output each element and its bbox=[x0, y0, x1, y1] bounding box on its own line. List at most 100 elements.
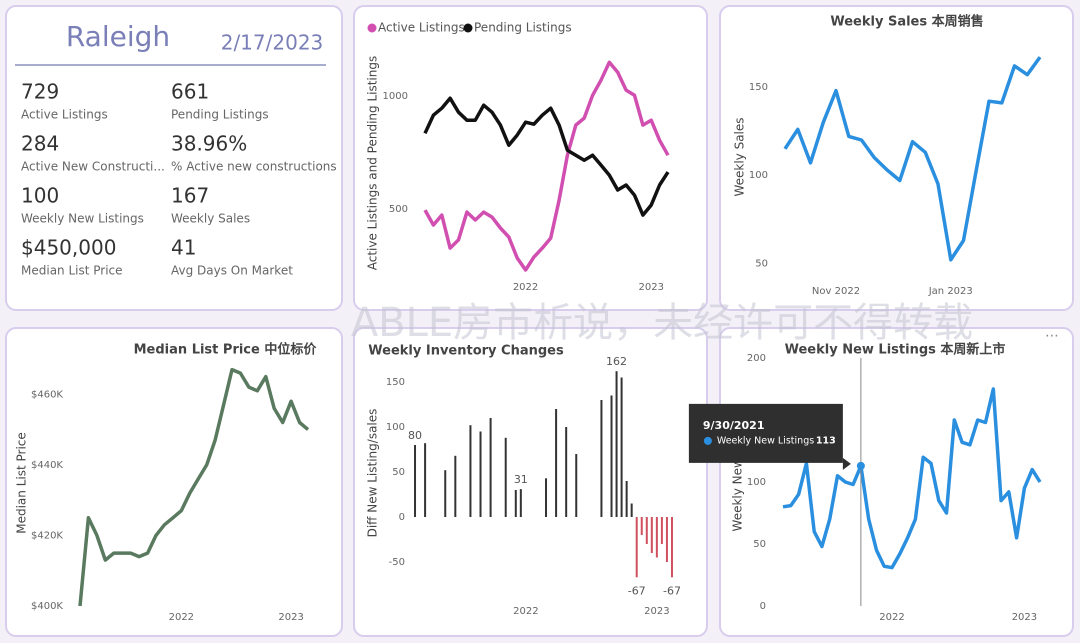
kpi-value: 38.96% bbox=[171, 132, 247, 156]
y-tick-label: 500 bbox=[389, 204, 408, 215]
y-tick-label: $400K bbox=[31, 601, 63, 612]
legend-marker bbox=[463, 23, 473, 33]
x-tick-label: 2023 bbox=[1012, 612, 1037, 623]
x-tick-label: Jan 2023 bbox=[928, 286, 973, 297]
bar bbox=[630, 503, 633, 517]
kpi-date: 2/17/2023 bbox=[221, 31, 324, 55]
y-axis-label: Median List Price bbox=[15, 432, 29, 534]
data-label: -67 bbox=[663, 584, 681, 597]
x-tick-label: 2022 bbox=[513, 606, 538, 617]
bar bbox=[414, 445, 417, 517]
bar bbox=[479, 431, 482, 517]
panel bbox=[719, 5, 1074, 311]
more-icon[interactable]: ⋯ bbox=[1045, 328, 1059, 344]
bar bbox=[645, 517, 648, 544]
tooltip-marker bbox=[703, 436, 712, 445]
y-axis-label: Weekly Sales bbox=[733, 117, 747, 196]
tooltip-arrow bbox=[842, 457, 851, 470]
y-tick-label: 0 bbox=[399, 512, 405, 523]
tooltip-date: 9/30/2021 bbox=[703, 419, 765, 432]
bar bbox=[650, 517, 653, 553]
bar bbox=[565, 427, 568, 517]
kpi-label: Median List Price bbox=[21, 264, 123, 278]
y-tick-label: $440K bbox=[31, 460, 63, 471]
kpi-label: Active New Constructi... bbox=[21, 160, 165, 174]
bar bbox=[615, 371, 618, 517]
panel bbox=[719, 327, 1074, 637]
watermark: ABLE房市析说，未经许可不得转载 bbox=[351, 300, 973, 346]
bar bbox=[444, 470, 447, 517]
panel bbox=[5, 327, 343, 637]
y-tick-label: 0 bbox=[760, 601, 766, 612]
line bbox=[423, 60, 670, 272]
kpi-panel bbox=[5, 5, 343, 311]
chart-title: Weekly New Listings 本周新上市 bbox=[785, 342, 1006, 358]
kpi-value: 100 bbox=[21, 184, 59, 208]
bar bbox=[454, 455, 457, 517]
y-tick-label: 100 bbox=[747, 477, 766, 488]
bar bbox=[504, 437, 507, 517]
data-label: -67 bbox=[628, 584, 646, 597]
x-tick-label: 2022 bbox=[879, 612, 904, 623]
y-tick-label: 50 bbox=[755, 258, 768, 269]
kpi-value: 284 bbox=[21, 132, 59, 156]
kpi-label: % Active new constructions bbox=[171, 160, 337, 174]
data-label: 31 bbox=[514, 473, 528, 486]
panel bbox=[353, 5, 708, 311]
panel bbox=[353, 327, 708, 637]
line bbox=[782, 387, 1042, 570]
line bbox=[783, 56, 1042, 262]
bar bbox=[600, 400, 603, 517]
y-tick-label: $420K bbox=[31, 530, 63, 541]
chart-title: Median List Price 中位标价 bbox=[134, 342, 318, 358]
x-tick-label: 2023 bbox=[644, 606, 669, 617]
y-axis-label: Diff New Listing/sales bbox=[366, 409, 380, 538]
bar bbox=[575, 454, 578, 517]
kpi-label: Avg Days On Market bbox=[171, 264, 293, 278]
hover-point bbox=[856, 461, 865, 470]
data-label: 162 bbox=[606, 355, 627, 368]
tooltip-value: 113 bbox=[816, 435, 836, 446]
y-tick-label: 50 bbox=[753, 539, 766, 550]
x-tick-label: 2022 bbox=[513, 282, 538, 293]
bar bbox=[610, 395, 613, 517]
kpi-label: Active Listings bbox=[21, 108, 108, 122]
bar bbox=[640, 517, 643, 535]
y-tick-label: 150 bbox=[749, 82, 768, 93]
charts: Active Listings and Pending Listings 5001… bbox=[15, 14, 1042, 623]
tooltip bbox=[688, 403, 843, 463]
y-axis-label: Active Listings and Pending Listings bbox=[366, 56, 380, 271]
x-tick-label: 2023 bbox=[278, 612, 303, 623]
y-tick-label: 50 bbox=[392, 467, 405, 478]
chart-title: Weekly Inventory Changes bbox=[368, 344, 564, 359]
y-tick-label: $460K bbox=[31, 389, 63, 400]
data-label: 80 bbox=[408, 429, 422, 442]
x-tick-label: 2023 bbox=[639, 282, 664, 293]
kpi-value: 661 bbox=[171, 80, 209, 104]
kpi-items: 729 Active Listings 661 Pending Listings 284… bbox=[21, 80, 337, 278]
bar bbox=[545, 478, 548, 517]
tooltip-series: Weekly New Listings bbox=[717, 435, 814, 446]
y-tick-label: 200 bbox=[747, 353, 766, 364]
line bbox=[423, 96, 670, 217]
bar bbox=[469, 425, 472, 517]
kpi-value: 729 bbox=[21, 80, 59, 104]
bar bbox=[625, 481, 628, 517]
kpi-title: Raleigh bbox=[66, 20, 170, 53]
y-tick-label: 100 bbox=[749, 170, 768, 181]
bar bbox=[635, 517, 638, 578]
bar bbox=[660, 517, 663, 544]
legend-label: Pending Listings bbox=[474, 21, 572, 35]
line bbox=[78, 367, 310, 607]
kpi-value: 41 bbox=[171, 236, 196, 260]
kpi-value: $450,000 bbox=[21, 236, 116, 260]
kpi-value: 167 bbox=[171, 184, 209, 208]
bar bbox=[555, 409, 558, 517]
bar bbox=[519, 489, 522, 517]
legend-label: Active Listings bbox=[378, 21, 465, 35]
y-tick-label: 1000 bbox=[383, 91, 408, 102]
bar bbox=[620, 377, 623, 517]
bar bbox=[670, 517, 673, 578]
bar bbox=[655, 517, 658, 558]
